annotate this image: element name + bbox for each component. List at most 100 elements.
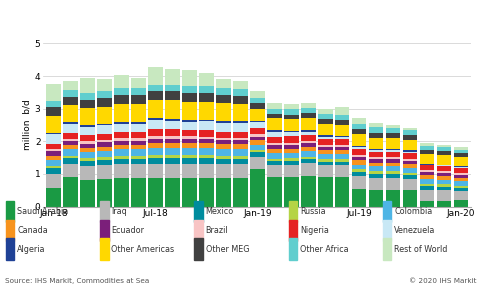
Bar: [317, 136, 332, 137]
Bar: [368, 123, 383, 127]
Bar: [419, 150, 433, 154]
Bar: [402, 140, 417, 151]
Bar: [250, 137, 264, 140]
Bar: [114, 138, 128, 141]
Bar: [368, 132, 383, 138]
Bar: [250, 121, 264, 122]
Bar: [284, 131, 298, 132]
Bar: [385, 149, 400, 150]
Bar: [216, 103, 230, 121]
Bar: [453, 157, 468, 166]
Text: Other Americas: Other Americas: [111, 244, 174, 253]
FancyBboxPatch shape: [100, 238, 108, 260]
Bar: [335, 139, 349, 145]
Bar: [233, 121, 247, 123]
Bar: [266, 149, 281, 153]
Bar: [148, 66, 162, 85]
Bar: [250, 144, 264, 150]
Bar: [300, 130, 315, 131]
FancyBboxPatch shape: [194, 238, 203, 260]
Bar: [284, 143, 298, 145]
Bar: [97, 124, 111, 125]
Bar: [131, 149, 145, 156]
Bar: [351, 176, 366, 189]
Bar: [233, 138, 247, 140]
Bar: [114, 149, 128, 156]
Bar: [80, 166, 95, 180]
Bar: [402, 175, 417, 179]
Bar: [419, 201, 433, 207]
Bar: [402, 153, 417, 159]
Bar: [46, 101, 60, 107]
Bar: [165, 85, 179, 91]
Bar: [284, 109, 298, 114]
Bar: [317, 114, 332, 119]
Bar: [199, 139, 213, 143]
Bar: [351, 160, 366, 164]
Bar: [97, 91, 111, 98]
Bar: [182, 93, 196, 102]
Bar: [216, 164, 230, 178]
Bar: [453, 153, 468, 157]
Bar: [317, 109, 332, 114]
Bar: [266, 137, 281, 143]
Bar: [453, 186, 468, 188]
FancyBboxPatch shape: [382, 201, 391, 222]
FancyBboxPatch shape: [6, 201, 14, 222]
Bar: [216, 79, 230, 88]
Bar: [436, 164, 451, 166]
Bar: [63, 133, 78, 139]
Bar: [385, 128, 400, 133]
Bar: [419, 143, 433, 146]
FancyBboxPatch shape: [288, 201, 297, 222]
Bar: [284, 149, 298, 153]
Bar: [199, 155, 213, 158]
Bar: [266, 159, 281, 161]
Bar: [300, 135, 315, 141]
Bar: [148, 148, 162, 155]
Bar: [131, 159, 145, 164]
Bar: [335, 154, 349, 159]
Bar: [182, 155, 196, 158]
Bar: [199, 137, 213, 139]
Bar: [199, 143, 213, 148]
Text: © 2020 IHS Markit: © 2020 IHS Markit: [408, 278, 475, 284]
Bar: [335, 107, 349, 114]
FancyBboxPatch shape: [382, 220, 391, 241]
Bar: [131, 124, 145, 132]
Bar: [368, 149, 383, 150]
Bar: [402, 173, 417, 175]
Bar: [233, 123, 247, 131]
Bar: [250, 134, 264, 137]
Bar: [266, 153, 281, 159]
Bar: [419, 190, 433, 201]
Bar: [250, 157, 264, 169]
FancyBboxPatch shape: [288, 238, 297, 260]
Text: Colombia: Colombia: [393, 207, 432, 216]
Bar: [148, 178, 162, 207]
Bar: [63, 164, 78, 177]
Bar: [182, 136, 196, 139]
Bar: [182, 122, 196, 130]
Bar: [368, 152, 383, 157]
Bar: [335, 166, 349, 177]
Bar: [80, 99, 95, 108]
Bar: [351, 164, 366, 169]
FancyBboxPatch shape: [194, 220, 203, 241]
Bar: [335, 125, 349, 136]
Bar: [97, 142, 111, 147]
Bar: [97, 151, 111, 157]
Bar: [165, 148, 179, 155]
Bar: [335, 159, 349, 162]
Bar: [63, 105, 78, 122]
Bar: [97, 165, 111, 179]
Bar: [165, 155, 179, 158]
Bar: [148, 136, 162, 139]
Text: Canada: Canada: [17, 226, 48, 235]
Bar: [300, 151, 315, 157]
Bar: [300, 157, 315, 159]
Bar: [351, 147, 366, 149]
Bar: [131, 104, 145, 122]
Bar: [402, 179, 417, 190]
Bar: [368, 127, 383, 132]
